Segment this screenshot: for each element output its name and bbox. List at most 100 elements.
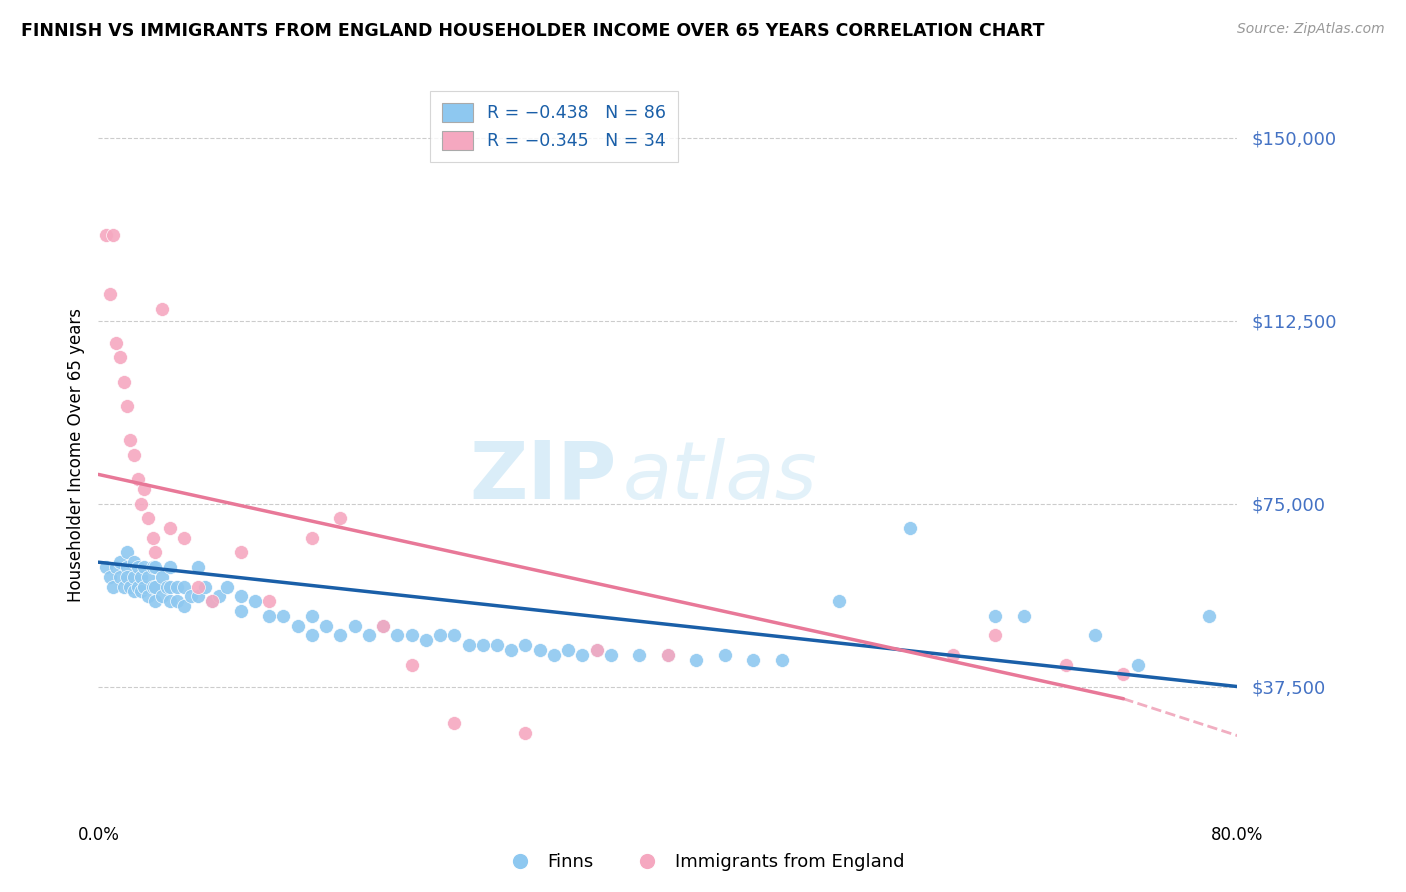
Point	[429, 628, 451, 642]
Point	[98, 287, 121, 301]
Point	[115, 545, 138, 559]
Point	[357, 628, 380, 642]
Point	[1126, 657, 1149, 672]
Point	[115, 560, 138, 574]
Point	[942, 648, 965, 662]
Point	[173, 531, 195, 545]
Point	[156, 580, 179, 594]
Point	[118, 580, 141, 594]
Point	[159, 560, 181, 574]
Point	[194, 580, 217, 594]
Point	[115, 399, 138, 413]
Point	[122, 570, 145, 584]
Legend: Finns, Immigrants from England: Finns, Immigrants from England	[495, 847, 911, 879]
Point	[152, 590, 174, 604]
Point	[166, 580, 188, 594]
Point	[543, 648, 565, 662]
Point	[373, 618, 395, 632]
Point	[127, 472, 149, 486]
Point	[329, 511, 352, 525]
Point	[585, 643, 607, 657]
Point	[94, 228, 117, 243]
Point	[229, 604, 252, 618]
Point	[1198, 608, 1220, 623]
Point	[401, 657, 423, 672]
Point	[127, 560, 149, 574]
Point	[94, 560, 117, 574]
Point	[145, 545, 167, 559]
Point	[145, 560, 167, 574]
Point	[215, 580, 238, 594]
Point	[585, 643, 607, 657]
Point	[1084, 628, 1107, 642]
Point	[828, 594, 851, 608]
Point	[104, 335, 127, 350]
Point	[1112, 667, 1135, 681]
Point	[301, 531, 323, 545]
Point	[104, 560, 127, 574]
Point	[984, 628, 1007, 642]
Point	[166, 594, 188, 608]
Point	[571, 648, 593, 662]
Point	[108, 351, 131, 365]
Point	[714, 648, 737, 662]
Legend: R = −0.438   N = 86, R = −0.345   N = 34: R = −0.438 N = 86, R = −0.345 N = 34	[430, 91, 678, 162]
Point	[515, 638, 537, 652]
Point	[159, 521, 181, 535]
Point	[208, 590, 231, 604]
Point	[628, 648, 651, 662]
Point	[136, 590, 159, 604]
Point	[101, 228, 124, 243]
Point	[229, 545, 252, 559]
Point	[984, 608, 1007, 623]
Point	[742, 653, 765, 667]
Point	[173, 580, 195, 594]
Point	[141, 580, 163, 594]
Point	[486, 638, 509, 652]
Point	[187, 580, 209, 594]
Point	[159, 594, 181, 608]
Text: ZIP: ZIP	[470, 438, 617, 516]
Point	[898, 521, 921, 535]
Point	[401, 628, 423, 642]
Point	[259, 594, 281, 608]
Point	[141, 560, 163, 574]
Point	[770, 653, 793, 667]
Point	[127, 580, 149, 594]
Point	[685, 653, 707, 667]
Point	[201, 594, 224, 608]
Point	[529, 643, 551, 657]
Point	[457, 638, 479, 652]
Point	[112, 375, 135, 389]
Point	[501, 643, 523, 657]
Point	[657, 648, 679, 662]
Point	[115, 570, 138, 584]
Point	[229, 590, 252, 604]
Point	[1012, 608, 1035, 623]
Point	[98, 570, 121, 584]
Point	[187, 560, 209, 574]
Point	[129, 584, 152, 599]
Point	[112, 580, 135, 594]
Point	[273, 608, 295, 623]
Point	[329, 628, 352, 642]
Point	[515, 726, 537, 740]
Point	[657, 648, 679, 662]
Point	[132, 560, 155, 574]
Point	[136, 570, 159, 584]
Text: FINNISH VS IMMIGRANTS FROM ENGLAND HOUSEHOLDER INCOME OVER 65 YEARS CORRELATION : FINNISH VS IMMIGRANTS FROM ENGLAND HOUSE…	[21, 22, 1045, 40]
Text: Source: ZipAtlas.com: Source: ZipAtlas.com	[1237, 22, 1385, 37]
Point	[187, 590, 209, 604]
Point	[159, 580, 181, 594]
Point	[132, 580, 155, 594]
Point	[173, 599, 195, 613]
Y-axis label: Householder Income Over 65 years: Householder Income Over 65 years	[66, 308, 84, 602]
Text: atlas: atlas	[623, 438, 817, 516]
Point	[415, 633, 437, 648]
Point	[108, 555, 131, 569]
Point	[387, 628, 409, 642]
Point	[301, 608, 323, 623]
Point	[557, 643, 579, 657]
Point	[471, 638, 494, 652]
Point	[287, 618, 309, 632]
